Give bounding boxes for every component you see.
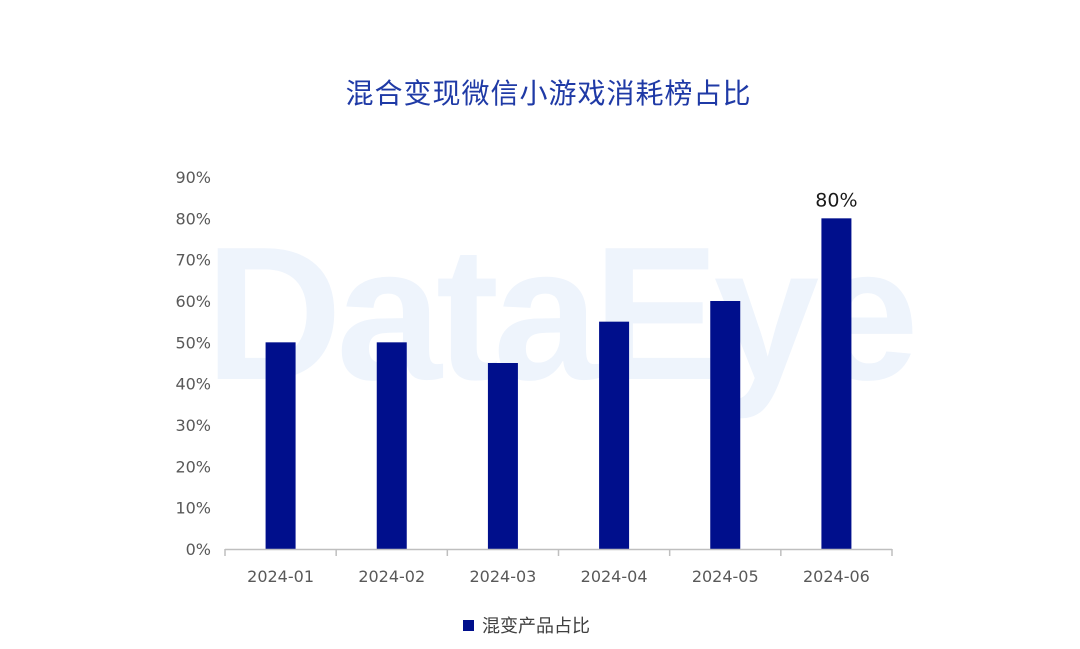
x-axis: [224, 548, 893, 556]
x-axis-ticks: 2024-01 2024-02 2024-03 2024-04 2024-05 2024-…: [247, 567, 870, 586]
y-tick-label: 0%: [186, 540, 211, 559]
bar-series: [265, 218, 852, 550]
y-axis-ticks: 0% 10% 20% 30% 40% 50% 60% 70% 80% 90%: [175, 168, 211, 559]
x-tick-label: 2024-05: [692, 567, 759, 586]
legend-swatch: [463, 619, 474, 631]
bar-2024-06: [821, 218, 852, 550]
y-tick-label: 60%: [175, 292, 211, 311]
data-label: 80%: [815, 189, 857, 211]
bar-2024-01: [265, 342, 296, 549]
y-tick-label: 80%: [175, 209, 211, 228]
bar-2024-04: [599, 321, 630, 549]
y-tick-label: 50%: [175, 333, 211, 352]
y-tick-label: 40%: [175, 375, 211, 394]
dataeye-watermark: DataEye: [205, 208, 919, 420]
y-tick-label: 10%: [175, 499, 211, 518]
bar-2024-03: [487, 363, 518, 549]
legend: 混变产品占比: [463, 612, 590, 638]
legend-label: 混变产品占比: [482, 616, 590, 637]
bar-2024-02: [376, 342, 407, 549]
x-tick-label: 2024-03: [469, 567, 536, 586]
y-tick-label: 90%: [175, 168, 211, 187]
bar-2024-05: [710, 301, 741, 549]
y-tick-label: 20%: [175, 457, 211, 476]
x-tick-label: 2024-04: [581, 567, 648, 586]
chart-title: 混合变现微信小游戏消耗榜占比: [345, 77, 752, 110]
x-tick-label: 2024-01: [247, 567, 314, 586]
x-tick-label: 2024-06: [803, 567, 870, 586]
y-tick-label: 70%: [175, 251, 211, 270]
data-labels: 80%: [815, 189, 857, 211]
y-tick-label: 30%: [175, 416, 211, 435]
x-tick-label: 2024-02: [358, 567, 425, 586]
